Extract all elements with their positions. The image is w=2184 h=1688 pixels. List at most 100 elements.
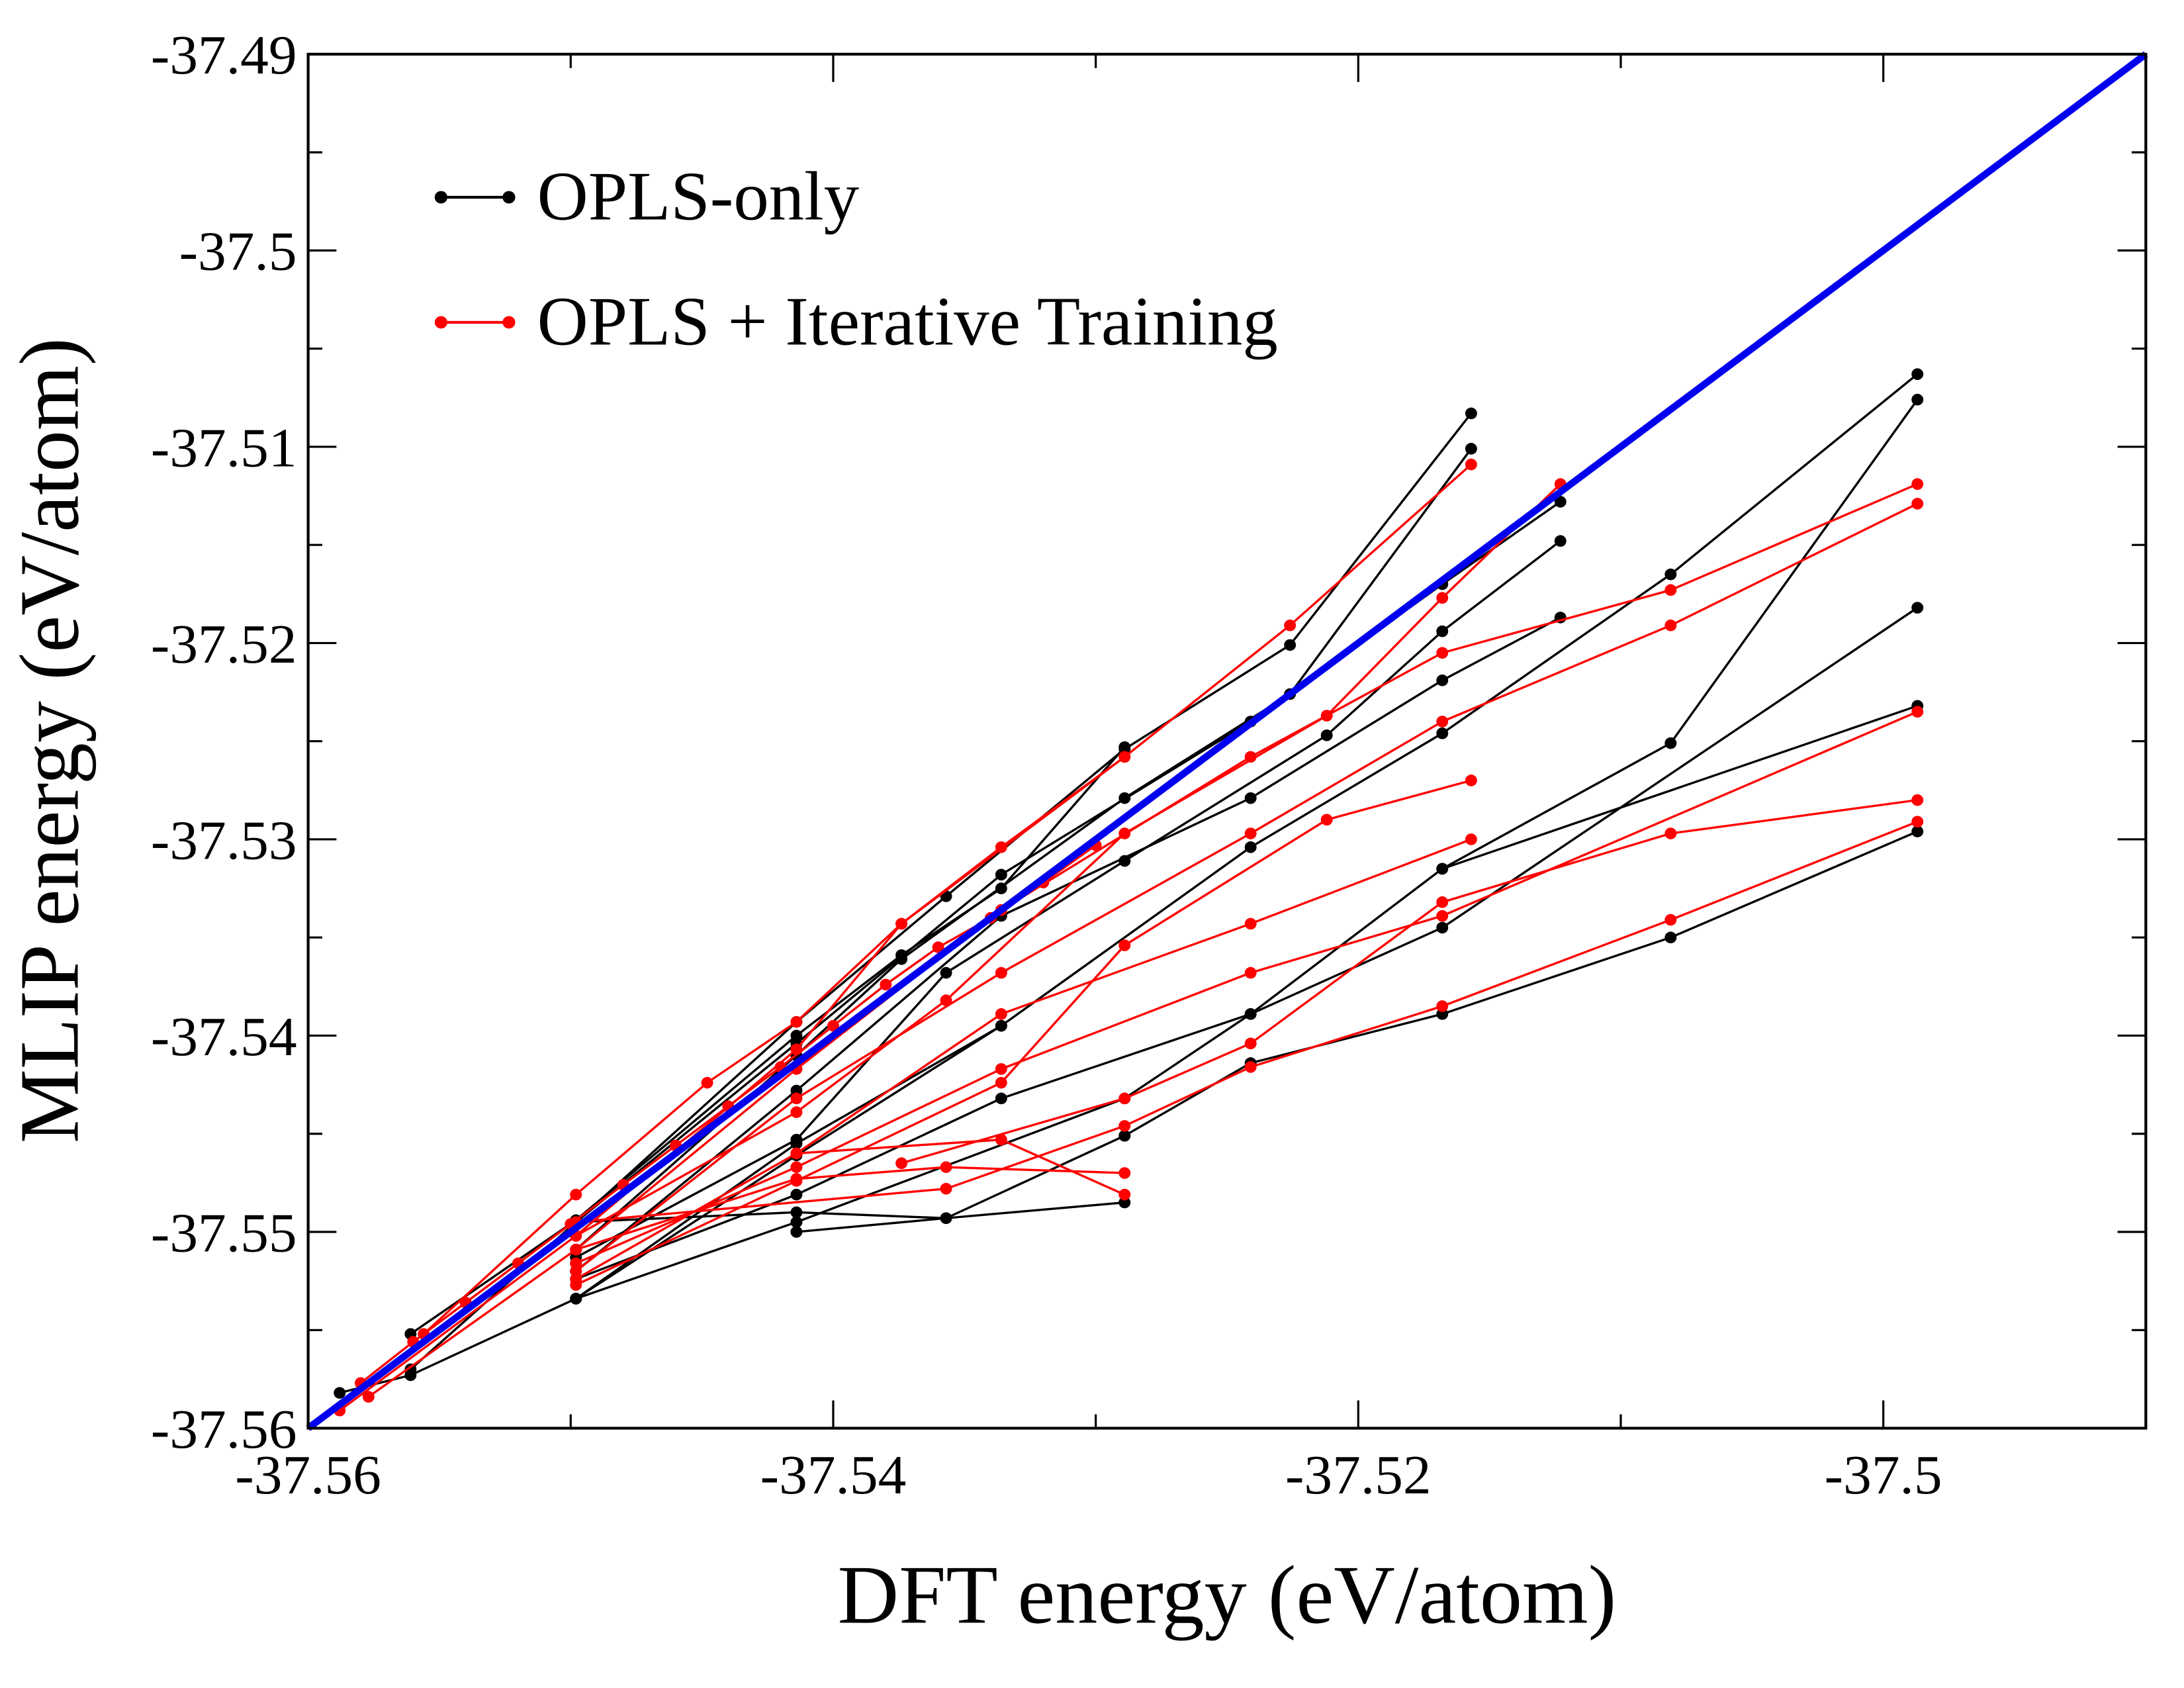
data-point [1664, 568, 1677, 581]
data-point [1244, 966, 1257, 979]
data-point [1911, 816, 1924, 828]
data-point [790, 1147, 803, 1160]
legend-label-opls-only: OPLS-only [537, 158, 860, 234]
data-point [827, 1019, 839, 1032]
series-line [575, 606, 1919, 1300]
data-point [362, 1391, 375, 1403]
data-point [995, 966, 1007, 979]
series-line [575, 616, 1561, 1272]
data-point [1436, 647, 1449, 659]
series-line [575, 779, 1472, 1286]
data-point [895, 917, 908, 930]
x-tick-label: -37.5 [1825, 1445, 1942, 1506]
plot-marks [306, 51, 2148, 1431]
data-point [1118, 827, 1131, 839]
series-opls-only [334, 368, 1924, 1399]
data-point [1554, 496, 1567, 508]
series-line [423, 756, 1126, 1335]
y-tick-label: -37.56 [151, 1399, 297, 1460]
data-point [1465, 443, 1477, 455]
x-tick-label: -37.52 [1285, 1445, 1432, 1506]
data-point [1118, 1092, 1131, 1105]
data-point [1664, 827, 1677, 839]
series-line [1124, 830, 1918, 1137]
data-point [932, 941, 944, 953]
data-point [1436, 1000, 1449, 1012]
data-point [790, 1216, 803, 1228]
data-point [1118, 939, 1131, 951]
data-point [940, 994, 952, 1006]
data-point [880, 978, 892, 991]
data-point [1244, 1008, 1257, 1020]
data-point [1911, 794, 1924, 806]
data-point [995, 1133, 1007, 1146]
data-point [1118, 1167, 1131, 1179]
data-point [1465, 407, 1477, 420]
data-point [570, 1293, 582, 1305]
data-point [1118, 741, 1131, 753]
series-line [575, 399, 1919, 1280]
data-point [1911, 825, 1924, 837]
data-point [1244, 751, 1257, 763]
data-point [995, 841, 1007, 853]
data-point [334, 1387, 346, 1399]
data-point [1118, 1188, 1131, 1201]
data-point [1436, 727, 1449, 739]
series-line [410, 746, 1126, 1335]
data-point [1436, 592, 1449, 604]
data-point [1244, 841, 1257, 853]
y-tick-label: -37.54 [151, 1007, 297, 1068]
data-point [570, 1188, 582, 1201]
data-point [790, 1106, 803, 1118]
data-point [790, 1173, 803, 1185]
series-line [901, 798, 1918, 1164]
data-point [1244, 792, 1257, 804]
axes: -37.56 -37.54 -37.52 -37.5 -37.56 -37.55 -37.5… [151, 25, 2146, 1506]
data-point [570, 1257, 582, 1270]
data-point [995, 1019, 1007, 1032]
data-point [940, 966, 952, 979]
parity-line [306, 51, 2148, 1431]
data-point [1664, 914, 1677, 926]
data-point [995, 882, 1007, 894]
data-point [1118, 1129, 1131, 1142]
data-point [1465, 774, 1477, 786]
data-point [790, 1206, 803, 1219]
legend-marker-iterative [502, 316, 516, 329]
data-point [404, 1363, 417, 1376]
data-point [1911, 498, 1924, 510]
data-point [570, 1243, 582, 1256]
y-tick-label: -37.51 [151, 418, 297, 479]
data-point [1465, 833, 1477, 845]
data-point [1436, 674, 1449, 686]
data-point [790, 1137, 803, 1150]
data-point [1284, 619, 1297, 632]
data-point [1118, 1120, 1131, 1132]
data-point [1436, 863, 1449, 875]
y-tick-label: -37.49 [151, 25, 297, 86]
data-point [701, 1076, 713, 1089]
data-point [1320, 729, 1333, 741]
data-point [995, 1008, 1007, 1020]
x-tick-label: -37.54 [760, 1445, 907, 1506]
data-point [790, 1015, 803, 1028]
data-point [790, 1092, 803, 1105]
series-line [367, 483, 1918, 1398]
data-point [1436, 896, 1449, 908]
data-point [1911, 478, 1924, 491]
data-point [1664, 584, 1677, 596]
series-line [1441, 704, 1918, 870]
data-point [1664, 619, 1677, 632]
data-point [995, 1063, 1007, 1075]
y-tick-label: -37.53 [151, 810, 297, 871]
data-point [940, 1161, 952, 1173]
data-point [1465, 458, 1477, 471]
data-point [940, 1212, 952, 1225]
data-point [1911, 368, 1924, 381]
data-point [1244, 1037, 1257, 1050]
legend-marker-opls-only [434, 191, 448, 204]
data-point [1320, 814, 1333, 826]
data-point [1244, 1061, 1257, 1073]
series-line [575, 500, 1561, 1223]
